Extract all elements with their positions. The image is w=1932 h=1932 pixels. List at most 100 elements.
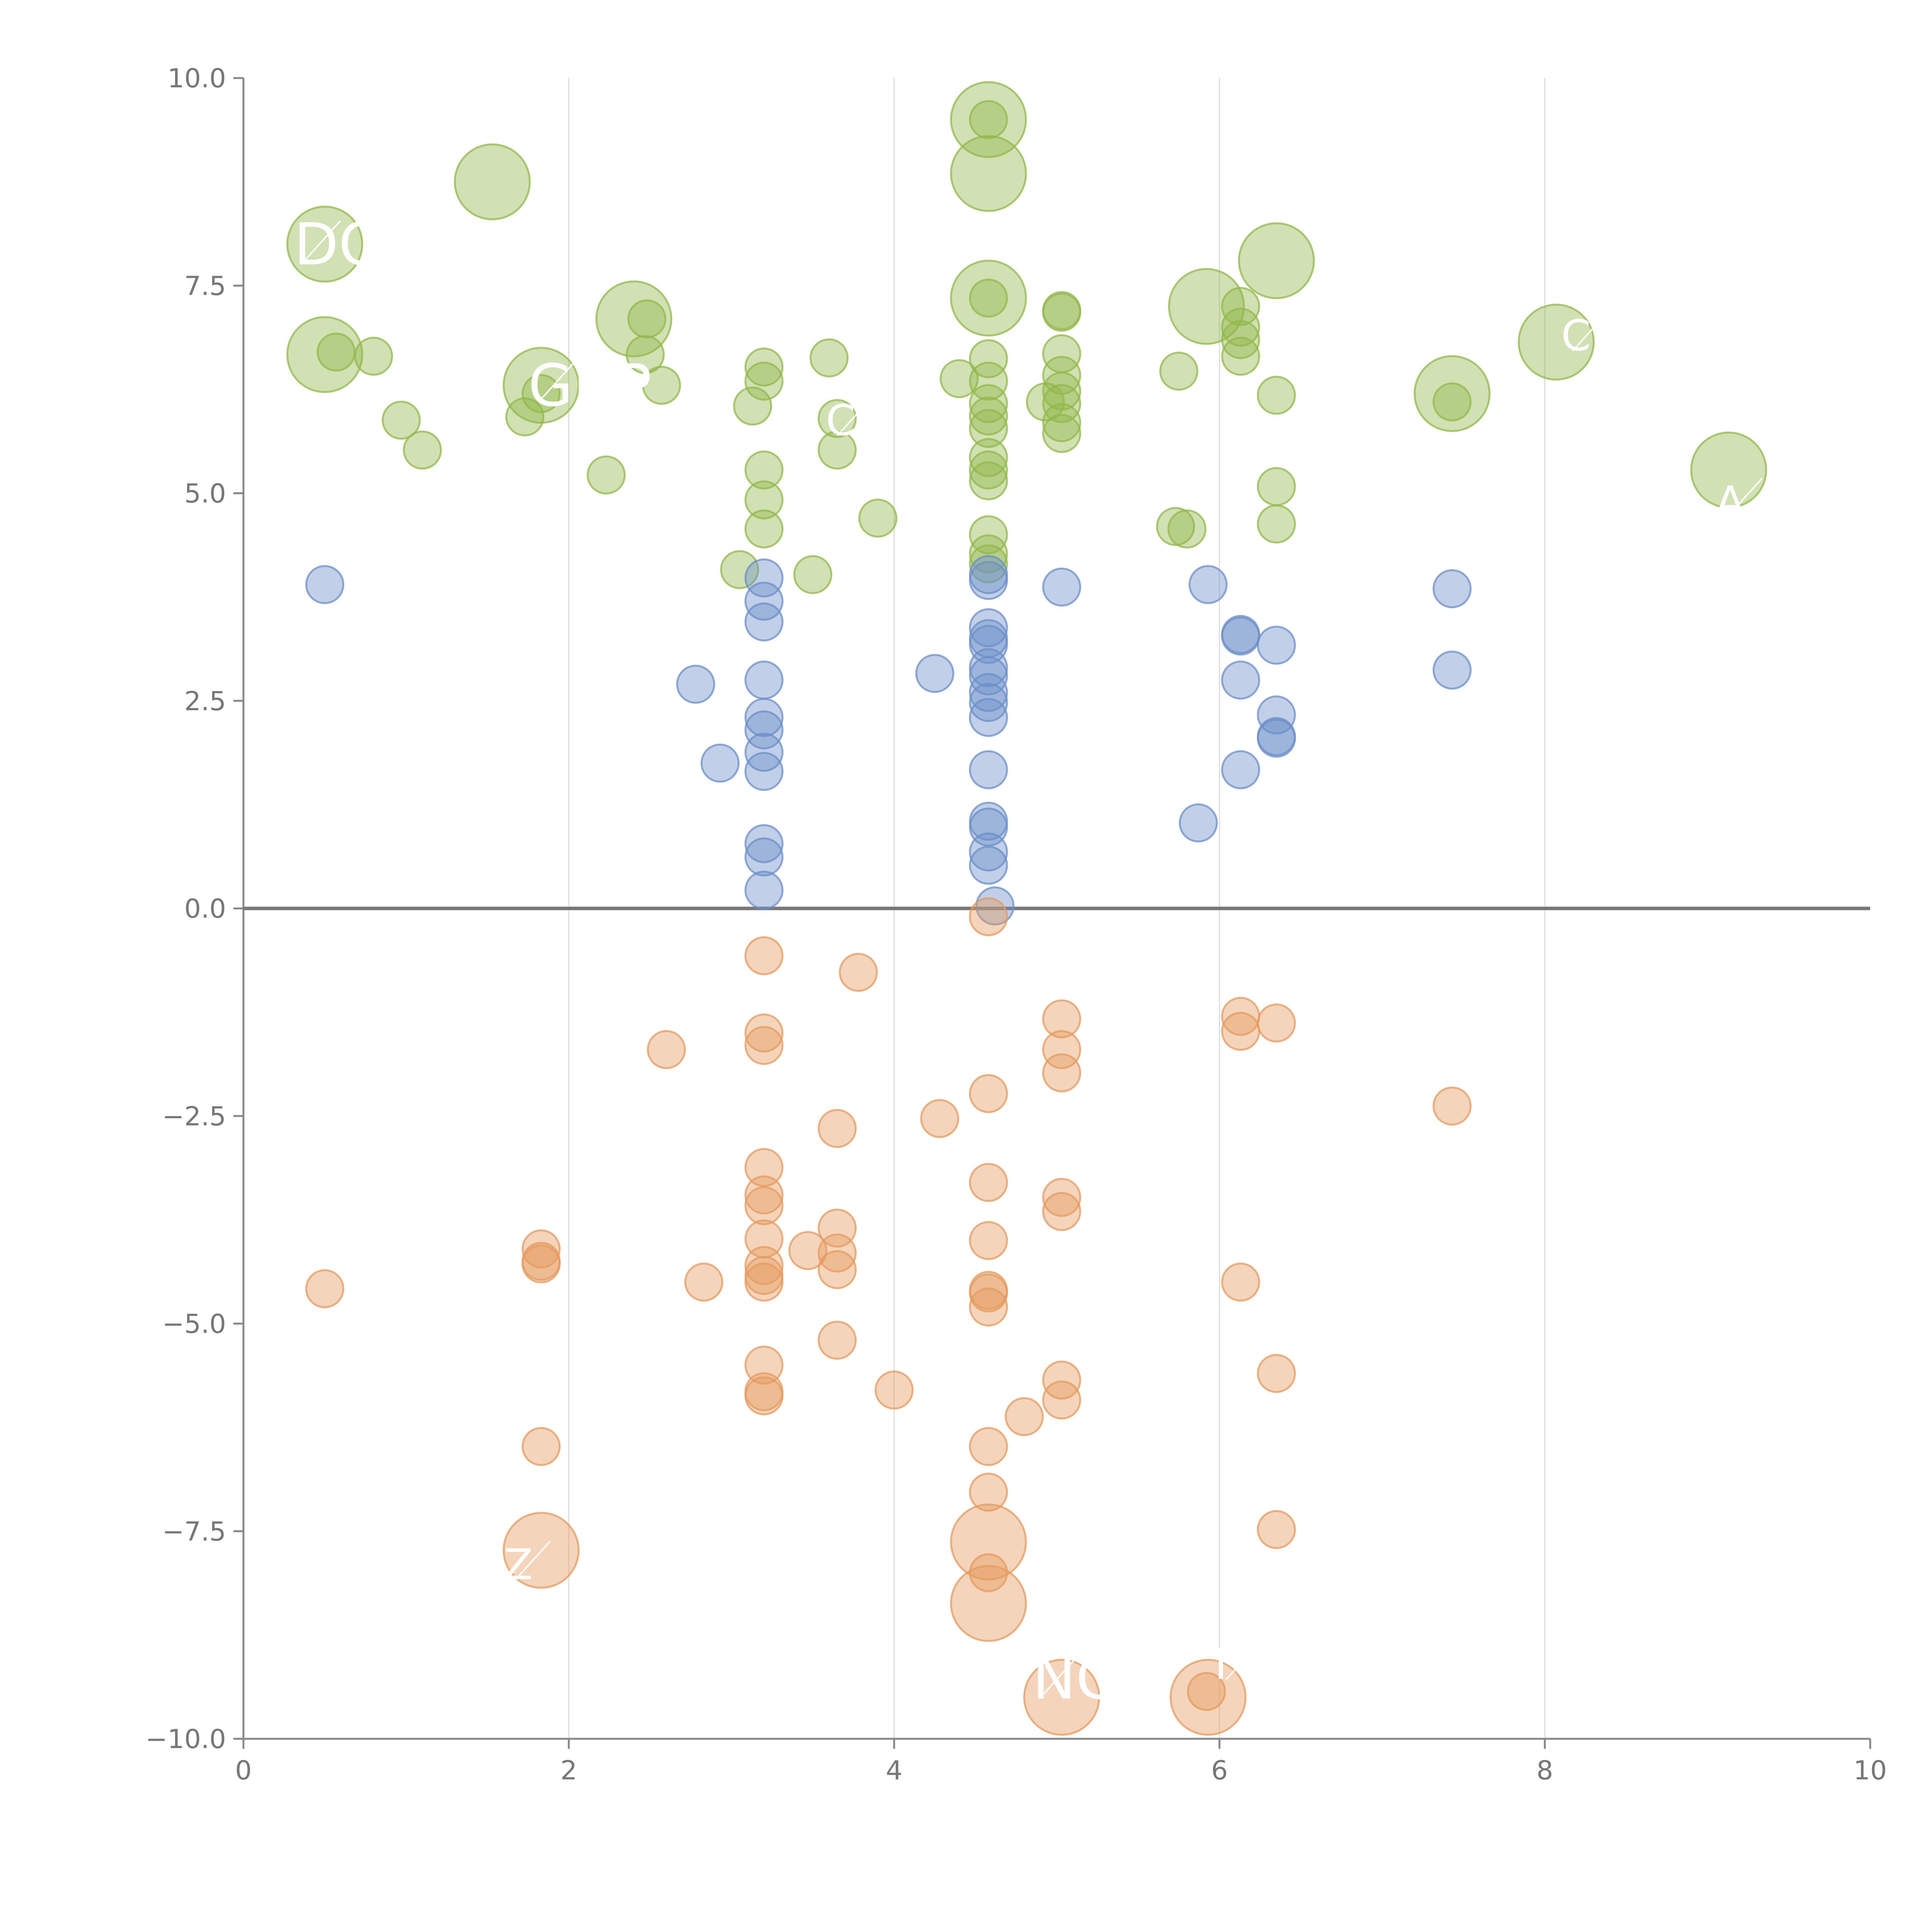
data-point bbox=[969, 1287, 1008, 1327]
data-point bbox=[744, 509, 784, 549]
data-point bbox=[1221, 1012, 1260, 1051]
data-point bbox=[1042, 1030, 1082, 1069]
data-point bbox=[969, 656, 1008, 696]
data-points bbox=[286, 81, 1767, 1736]
label-leader-line bbox=[1043, 1654, 1080, 1694]
data-point bbox=[969, 608, 1008, 648]
point-label: C bbox=[1029, 107, 1059, 157]
data-point bbox=[744, 582, 784, 621]
data-point bbox=[521, 1244, 561, 1284]
x-tick-label: 6 bbox=[1211, 1755, 1228, 1786]
data-point bbox=[1221, 660, 1260, 700]
point-label: I bbox=[1214, 1639, 1227, 1689]
label-leader-line bbox=[539, 361, 575, 401]
data-point bbox=[1221, 320, 1260, 359]
data-point bbox=[1432, 569, 1472, 609]
data-point bbox=[1042, 293, 1082, 332]
data-point bbox=[950, 81, 1027, 158]
data-point bbox=[305, 1269, 344, 1308]
data-point bbox=[969, 698, 1008, 737]
data-point bbox=[1432, 1086, 1472, 1126]
data-point bbox=[1042, 355, 1082, 395]
data-point bbox=[744, 1186, 784, 1225]
data-point bbox=[505, 397, 544, 437]
data-point bbox=[286, 206, 363, 283]
label-leader-line bbox=[1572, 311, 1608, 352]
y-tick-label: −2.5 bbox=[162, 1101, 226, 1132]
point-labels: DO GHP NG C C C A Z I bbox=[294, 107, 1763, 1713]
data-point bbox=[626, 335, 665, 374]
data-point bbox=[744, 602, 784, 642]
label-leader-line bbox=[515, 1541, 551, 1581]
data-point bbox=[1042, 1178, 1082, 1217]
point-label: Z bbox=[504, 1540, 533, 1589]
data-point bbox=[1257, 376, 1296, 415]
data-point bbox=[381, 400, 421, 440]
label-leader-line bbox=[1726, 478, 1763, 518]
x-tick-label: 0 bbox=[235, 1755, 252, 1786]
y-tick-label: 7.5 bbox=[184, 271, 226, 301]
data-point bbox=[744, 871, 784, 910]
data-point bbox=[969, 1221, 1008, 1260]
data-point bbox=[969, 845, 1008, 885]
data-point bbox=[969, 897, 1008, 936]
data-point bbox=[969, 438, 1008, 477]
data-point bbox=[744, 710, 784, 750]
data-point bbox=[744, 1026, 784, 1065]
data-point bbox=[1167, 509, 1207, 549]
data-point bbox=[1221, 750, 1260, 789]
data-point bbox=[969, 461, 1008, 500]
data-point bbox=[1257, 695, 1296, 735]
data-point bbox=[521, 374, 561, 413]
y-tick-label: 2.5 bbox=[184, 686, 226, 717]
data-point bbox=[744, 660, 784, 700]
data-point bbox=[1690, 431, 1767, 509]
data-point bbox=[818, 1250, 857, 1289]
data-point bbox=[975, 886, 1015, 926]
data-point bbox=[1042, 567, 1082, 607]
data-point bbox=[1042, 1380, 1082, 1420]
data-point bbox=[1168, 268, 1245, 345]
data-point bbox=[744, 1262, 784, 1302]
axes: 0 2 4 6 8 10 10.0 7.5 5.0 2.5 0.0 −2.5 −5.0 −7.5 −10.0 bbox=[146, 63, 1887, 1786]
data-point bbox=[920, 1099, 959, 1138]
data-point bbox=[521, 1229, 561, 1269]
data-point bbox=[793, 555, 832, 594]
data-point bbox=[642, 366, 681, 405]
data-point bbox=[1517, 303, 1595, 381]
data-point bbox=[1023, 1659, 1100, 1736]
x-tick-label: 4 bbox=[886, 1755, 902, 1786]
data-point bbox=[1042, 371, 1082, 411]
data-point bbox=[969, 1163, 1008, 1202]
data-point bbox=[733, 386, 772, 426]
data-point bbox=[1005, 1397, 1044, 1436]
data-point bbox=[969, 450, 1008, 490]
data-point bbox=[915, 654, 954, 693]
data-point bbox=[969, 1427, 1008, 1466]
data-point bbox=[1042, 1192, 1082, 1231]
point-label: C bbox=[1561, 311, 1591, 361]
data-point bbox=[969, 1473, 1008, 1512]
data-point bbox=[969, 396, 1008, 436]
y-tick-label: −5.0 bbox=[162, 1309, 226, 1340]
data-point bbox=[454, 143, 531, 221]
data-point bbox=[1189, 565, 1228, 604]
data-point bbox=[521, 1427, 561, 1466]
data-point bbox=[810, 338, 849, 378]
data-point bbox=[1257, 1354, 1296, 1393]
data-point bbox=[818, 430, 857, 470]
data-point bbox=[1257, 1003, 1296, 1043]
data-point bbox=[969, 625, 1008, 664]
data-point bbox=[744, 1148, 784, 1187]
data-point bbox=[969, 561, 1008, 600]
data-point bbox=[818, 1233, 857, 1273]
data-point bbox=[969, 361, 1008, 401]
point-label: NG bbox=[1032, 1645, 1121, 1713]
data-point bbox=[744, 752, 784, 791]
data-point bbox=[1221, 616, 1260, 656]
data-point bbox=[316, 332, 356, 372]
data-point bbox=[1042, 403, 1082, 442]
data-point bbox=[720, 550, 759, 589]
data-point bbox=[950, 1503, 1027, 1581]
data-point bbox=[1221, 308, 1260, 347]
